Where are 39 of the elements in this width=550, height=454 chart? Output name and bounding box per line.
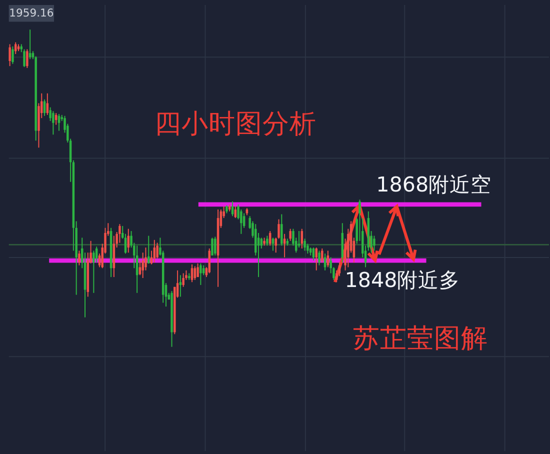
candlestick bbox=[92, 250, 95, 294]
annotation: 苏芷莹图解 bbox=[352, 322, 488, 354]
candlestick bbox=[148, 235, 150, 264]
candlestick bbox=[214, 236, 216, 256]
candlestick bbox=[46, 92, 49, 116]
candlestick bbox=[78, 250, 80, 266]
candlestick bbox=[274, 237, 277, 254]
candlestick bbox=[278, 218, 280, 240]
candlestick bbox=[182, 272, 184, 288]
candlestick bbox=[304, 238, 306, 252]
candlestick bbox=[52, 110, 54, 136]
candlestick bbox=[280, 214, 283, 246]
candlestick bbox=[8, 44, 11, 67]
candlestick bbox=[315, 247, 318, 271]
candlestick bbox=[196, 262, 199, 278]
ref-line-label: 1848附近多 bbox=[344, 268, 460, 292]
candlestick bbox=[240, 208, 242, 234]
candlestick bbox=[298, 230, 300, 248]
candlestick bbox=[194, 266, 196, 280]
ref-line-label: 1868附近空 bbox=[376, 172, 492, 197]
candlestick bbox=[26, 48, 28, 68]
candlestick bbox=[326, 250, 330, 268]
annotation: 1959.16 bbox=[9, 6, 54, 20]
candlestick bbox=[190, 264, 194, 283]
candlestick bbox=[373, 235, 376, 252]
candlestick bbox=[289, 228, 292, 242]
candlestick bbox=[211, 237, 214, 256]
text: 四小时图分析 bbox=[154, 108, 317, 140]
candlestick bbox=[318, 250, 320, 266]
candlestick bbox=[312, 247, 315, 262]
candlestick bbox=[321, 248, 324, 263]
candlestick bbox=[208, 248, 210, 274]
candlestick bbox=[118, 224, 121, 244]
candlestick bbox=[156, 242, 158, 259]
candlestick bbox=[179, 274, 182, 298]
candlestick bbox=[12, 46, 14, 64]
candlestick bbox=[153, 239, 156, 263]
candlestick bbox=[200, 262, 202, 286]
candlestick bbox=[266, 235, 268, 246]
